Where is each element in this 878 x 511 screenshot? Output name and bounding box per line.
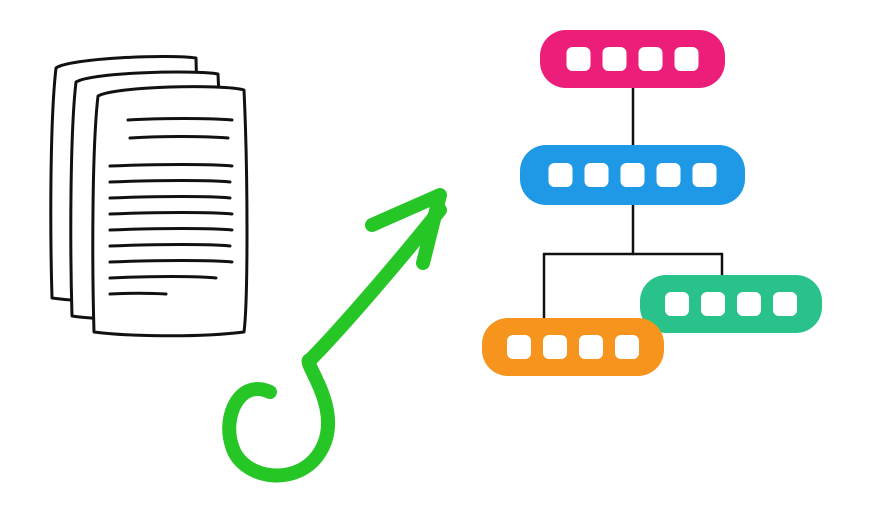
node-slot [621,163,645,187]
node-slot [543,335,567,359]
node-slot [639,47,663,71]
arrow-shaft [229,210,440,476]
curly-arrow-icon [229,195,440,476]
tree-nodes [482,30,822,376]
node-slot [665,292,689,316]
node-slot [675,47,699,71]
tree-node-n1 [540,30,725,88]
node-slot [549,163,573,187]
node-slot [585,163,609,187]
node-slot [567,47,591,71]
tree-node-n4 [482,318,664,376]
documents-icon [51,56,247,335]
node-slot [693,163,717,187]
node-slot [603,47,627,71]
node-slot [579,335,603,359]
node-slot [657,163,681,187]
node-slot [773,292,797,316]
tree-node-n3 [640,275,822,333]
node-slot [737,292,761,316]
node-slot [701,292,725,316]
tree-node-n2 [520,145,745,205]
node-slot [615,335,639,359]
node-slot [507,335,531,359]
